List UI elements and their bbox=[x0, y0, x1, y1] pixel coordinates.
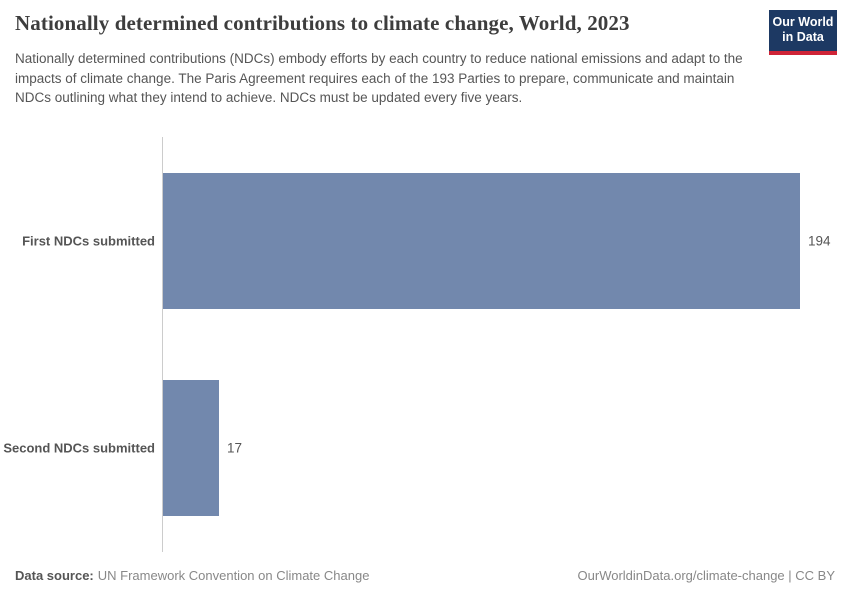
credit-link[interactable]: OurWorldinData.org/climate-change | CC B… bbox=[577, 568, 835, 583]
bar-value-label: 194 bbox=[808, 233, 831, 249]
owid-logo-line2: in Data bbox=[782, 30, 824, 44]
bar-category-label: Second NDCs submitted bbox=[3, 440, 155, 456]
bar-row: Second NDCs submitted 17 bbox=[0, 380, 850, 516]
data-source-value: UN Framework Convention on Climate Chang… bbox=[97, 568, 370, 583]
footer: Data source: UN Framework Convention on C… bbox=[15, 568, 835, 583]
plot-area: First NDCs submitted 194 Second NDCs submi… bbox=[0, 137, 850, 552]
data-source-label: Data source: bbox=[15, 568, 94, 583]
y-axis-line bbox=[162, 137, 163, 552]
chart-subtitle: Nationally determined contributions (NDC… bbox=[15, 51, 743, 105]
owid-logo: Our World in Data bbox=[769, 10, 837, 55]
owid-logo-line1: Our World bbox=[772, 15, 834, 29]
bar[interactable] bbox=[163, 380, 219, 516]
bar-value-label: 17 bbox=[227, 440, 243, 456]
bar-category-label: First NDCs submitted bbox=[22, 233, 155, 249]
bar[interactable] bbox=[163, 173, 800, 309]
page-title: Nationally determined contributions to c… bbox=[15, 11, 630, 35]
bar-row: First NDCs submitted 194 bbox=[0, 173, 850, 309]
data-source: Data source: UN Framework Convention on C… bbox=[15, 568, 369, 583]
